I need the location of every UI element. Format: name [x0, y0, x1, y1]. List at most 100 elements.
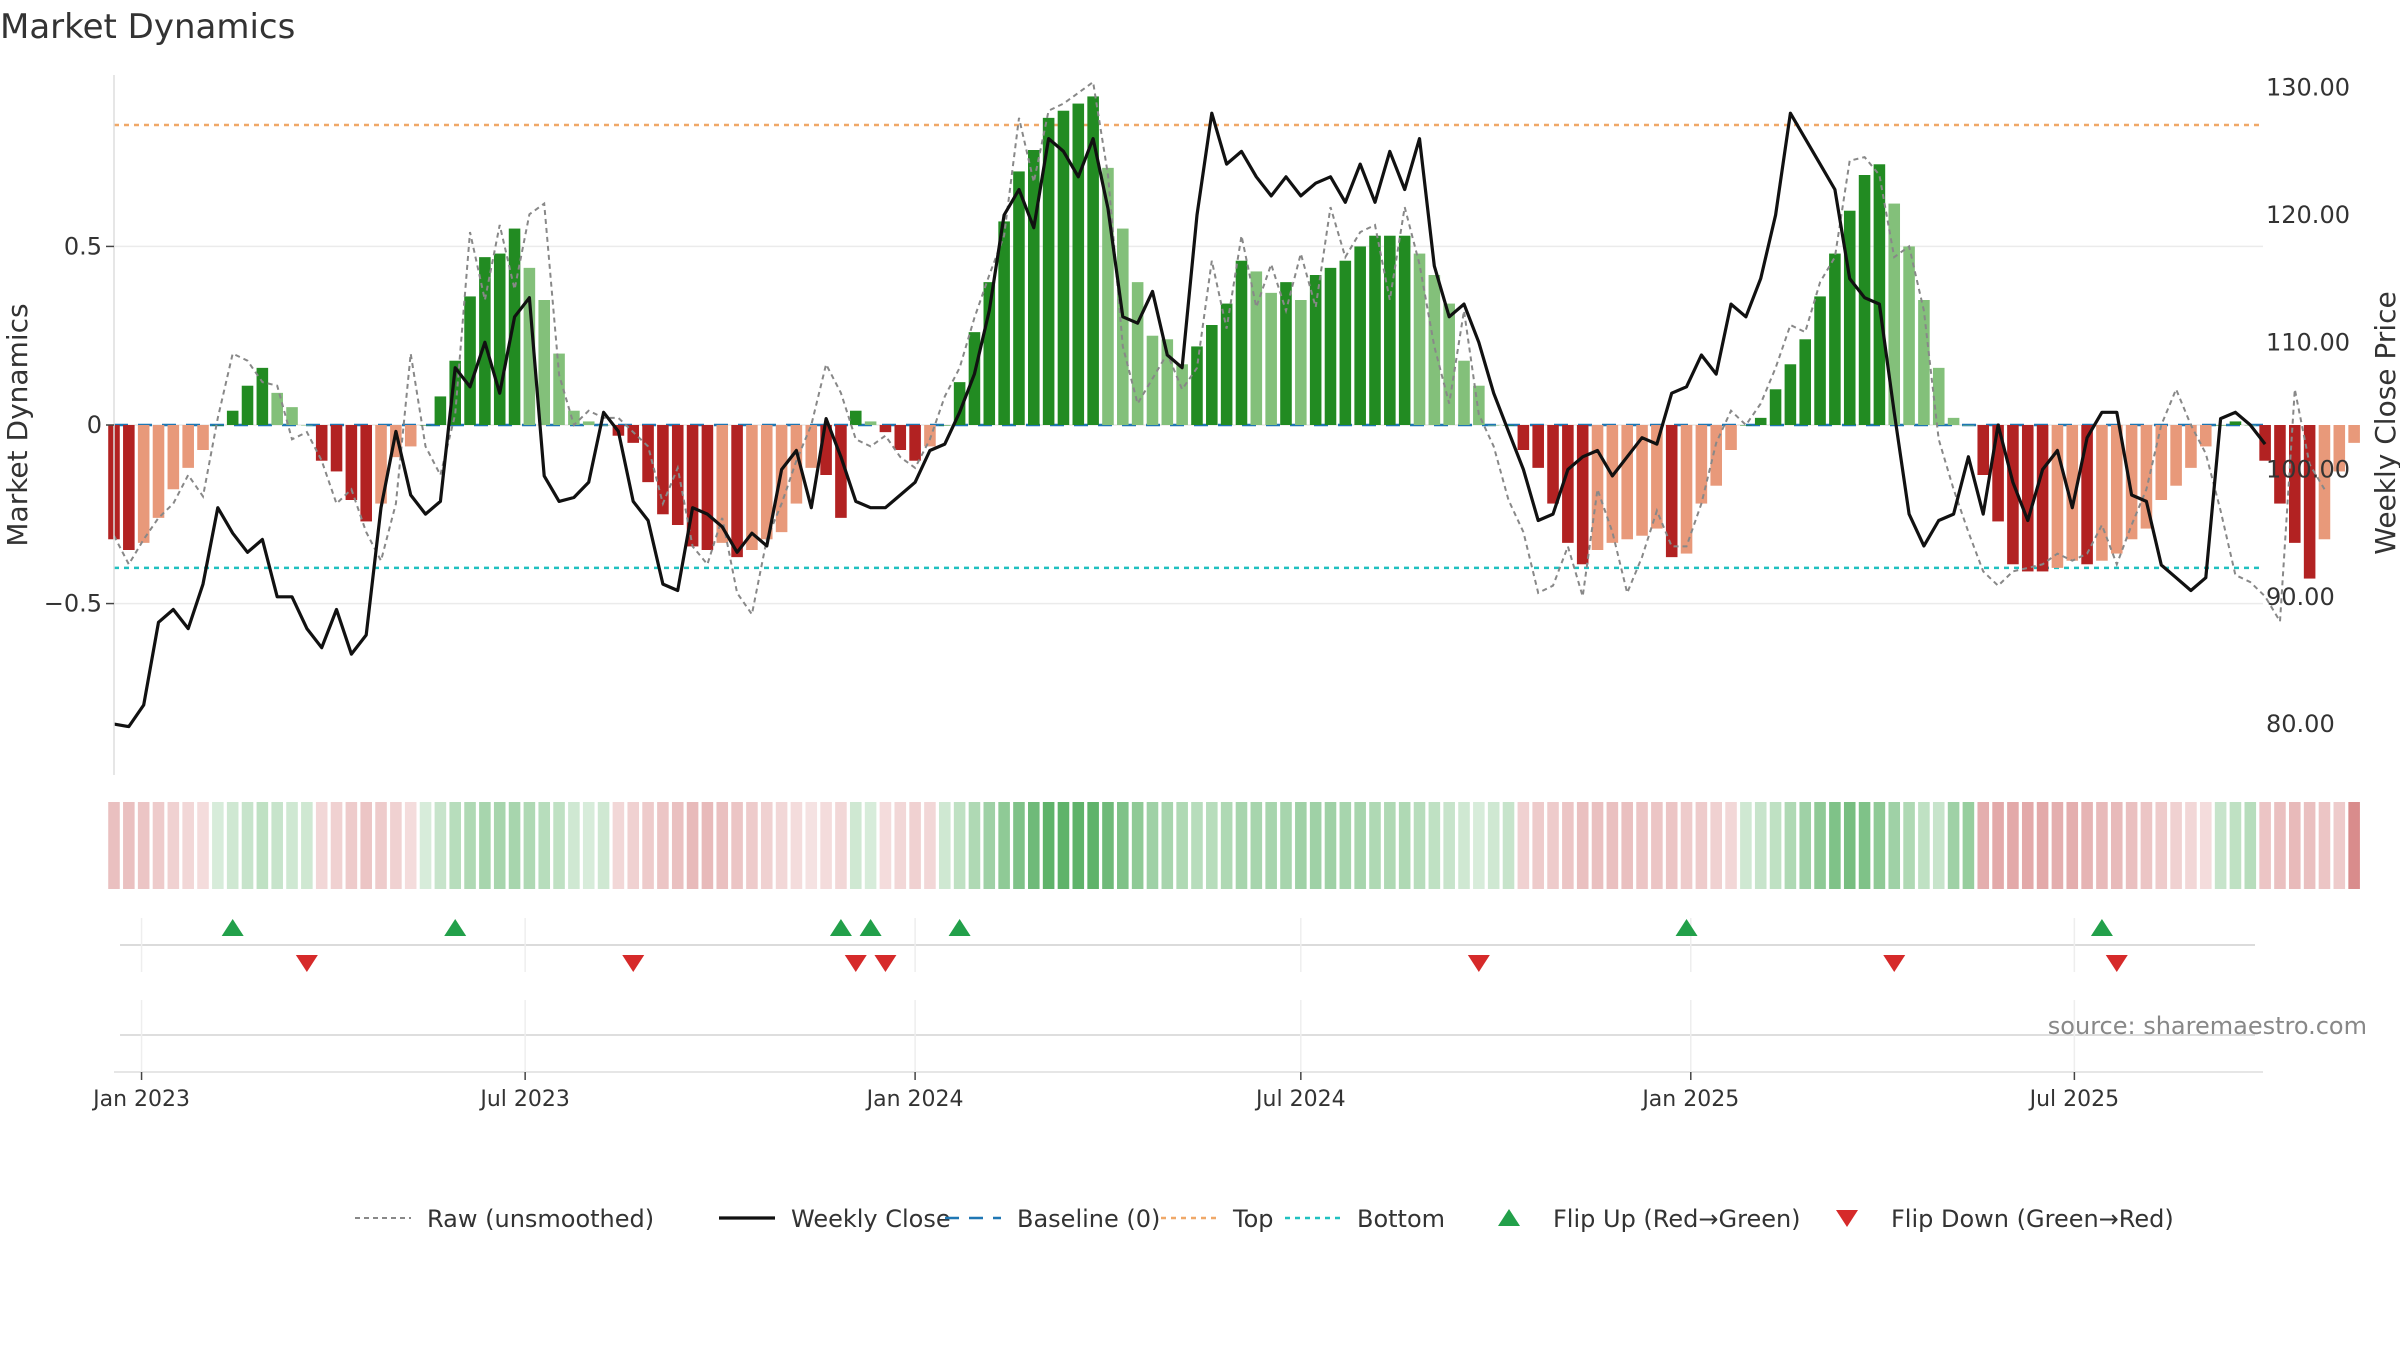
regime-strip-cell [1072, 802, 1085, 889]
x-axis: Jan 2023 Jul 2023 Jan 2024 Jul 2024 Jan 2025… [91, 1072, 2119, 1112]
dynamics-bar [1858, 175, 1871, 425]
regime-strip-cell [716, 802, 729, 889]
dynamics-bar [894, 425, 907, 450]
dynamics-bar [1977, 425, 1990, 475]
dynamics-bar [1606, 425, 1619, 543]
legend-swatch-flip-down [1836, 1210, 1858, 1227]
regime-strip-cell [1829, 802, 1841, 889]
regime-strip-cell [449, 802, 461, 889]
dynamics-bar [1220, 303, 1233, 425]
regime-strip-cell [1250, 802, 1263, 889]
dynamics-bar [360, 425, 372, 522]
regime-strip-cell [1947, 802, 1960, 889]
legend: Raw (unsmoothed) Weekly Close Baseline (0)… [355, 1205, 2174, 1233]
dynamics-bar [1131, 282, 1144, 425]
regime-strip-cell [582, 802, 595, 889]
dynamics-bar [1280, 282, 1292, 425]
flip-down-marker [622, 955, 645, 972]
dynamics-bar [152, 425, 165, 518]
regime-strip-cell [1977, 802, 1990, 889]
regime-strip-cell [137, 802, 150, 889]
dynamics-bar [1695, 425, 1708, 504]
legend-label: Top [1232, 1205, 1274, 1233]
flip-markers [114, 918, 2263, 1073]
x-tick-label: Jan 2024 [865, 1087, 964, 1112]
dynamics-bar [1576, 425, 1589, 565]
regime-strip-cell [805, 802, 818, 889]
dynamics-bar [1547, 425, 1559, 504]
right-tick-label: 120.00 [2266, 201, 2350, 229]
dynamics-bar [998, 221, 1010, 425]
dynamics-bar [1665, 425, 1678, 558]
dynamics-bar [2199, 425, 2212, 447]
regime-strip-cell [701, 802, 714, 889]
regime-strip-cell [464, 802, 476, 889]
legend-label: Baseline (0) [1017, 1205, 1160, 1233]
dynamics-bar [1992, 425, 2004, 522]
dynamics-bar [1651, 425, 1663, 529]
dynamics-bar [167, 425, 180, 490]
regime-strip-cell [479, 802, 491, 889]
dynamics-bar [746, 425, 758, 550]
dynamics-bar [1947, 417, 1960, 425]
dynamics-bar [523, 267, 536, 425]
regime-strip-cell [2140, 802, 2153, 889]
regime-strip-cell [909, 802, 921, 889]
dynamics-bar [2051, 425, 2064, 568]
weekly-close-line [113, 111, 2267, 729]
dynamics-bar [390, 425, 402, 458]
dynamics-bar [330, 425, 343, 472]
regime-strip-cell [241, 802, 254, 889]
regime-strip-cell [2303, 802, 2316, 889]
dynamics-bar [568, 410, 580, 425]
dynamics-bar [1443, 303, 1455, 425]
dynamics-bar [1814, 296, 1826, 425]
regime-strip-cell [152, 802, 165, 889]
dynamics-bar [123, 425, 135, 550]
dynamics-bar [1725, 425, 1737, 450]
regime-strip-cell [375, 802, 387, 889]
legend-label: Flip Down (Green→Red) [1891, 1205, 2174, 1233]
dynamics-bar [315, 425, 328, 461]
source-label: source: sharemaestro.com [2048, 1012, 2367, 1040]
dynamics-bar [375, 425, 387, 504]
regime-strip-cell [286, 802, 298, 889]
left-tick-label: 0.5 [64, 232, 102, 260]
regime-strip-cell [686, 802, 699, 889]
dynamics-bar [2066, 425, 2079, 561]
regime-strip-cell [1398, 802, 1411, 889]
dynamics-bar [434, 396, 447, 425]
regime-strip-cell [938, 802, 951, 889]
dynamics-bar [1191, 346, 1203, 425]
regime-strip-cell [1858, 802, 1871, 889]
dynamics-bar [1517, 425, 1530, 450]
regime-strip-cell [1517, 802, 1530, 889]
dynamics-bar [1918, 300, 1930, 425]
flip-down-marker [2105, 955, 2128, 972]
regime-strip-cell [1562, 802, 1574, 889]
regime-strip-cell [108, 802, 120, 889]
regime-strip-cell [1428, 802, 1441, 889]
regime-strip-cell [2066, 802, 2079, 889]
dynamics-bar [671, 425, 684, 525]
dynamics-bar [2303, 425, 2316, 579]
dynamics-bar [642, 425, 654, 483]
regime-strip-cell [523, 802, 536, 889]
regime-strip-cell [790, 802, 803, 889]
regime-strip-cell [1903, 802, 1915, 889]
regime-strip-cell [1280, 802, 1292, 889]
regime-strip-cell [1710, 802, 1722, 889]
dynamics-bar [241, 385, 254, 425]
regime-strip-cell [1873, 802, 1886, 889]
dynamics-bar [879, 425, 892, 433]
legend-label: Bottom [1357, 1205, 1445, 1233]
regime-strip-cell [419, 802, 432, 889]
regime-strip-cell [271, 802, 283, 889]
dynamics-bar [1072, 103, 1085, 426]
regime-strip-cell [2229, 802, 2242, 889]
regime-strip-cell [345, 802, 358, 889]
regime-strip-cell [1576, 802, 1589, 889]
right-tick-label: 80.00 [2266, 710, 2335, 738]
regime-strip-cell [1191, 802, 1203, 889]
dynamics-bar [2155, 425, 2168, 500]
